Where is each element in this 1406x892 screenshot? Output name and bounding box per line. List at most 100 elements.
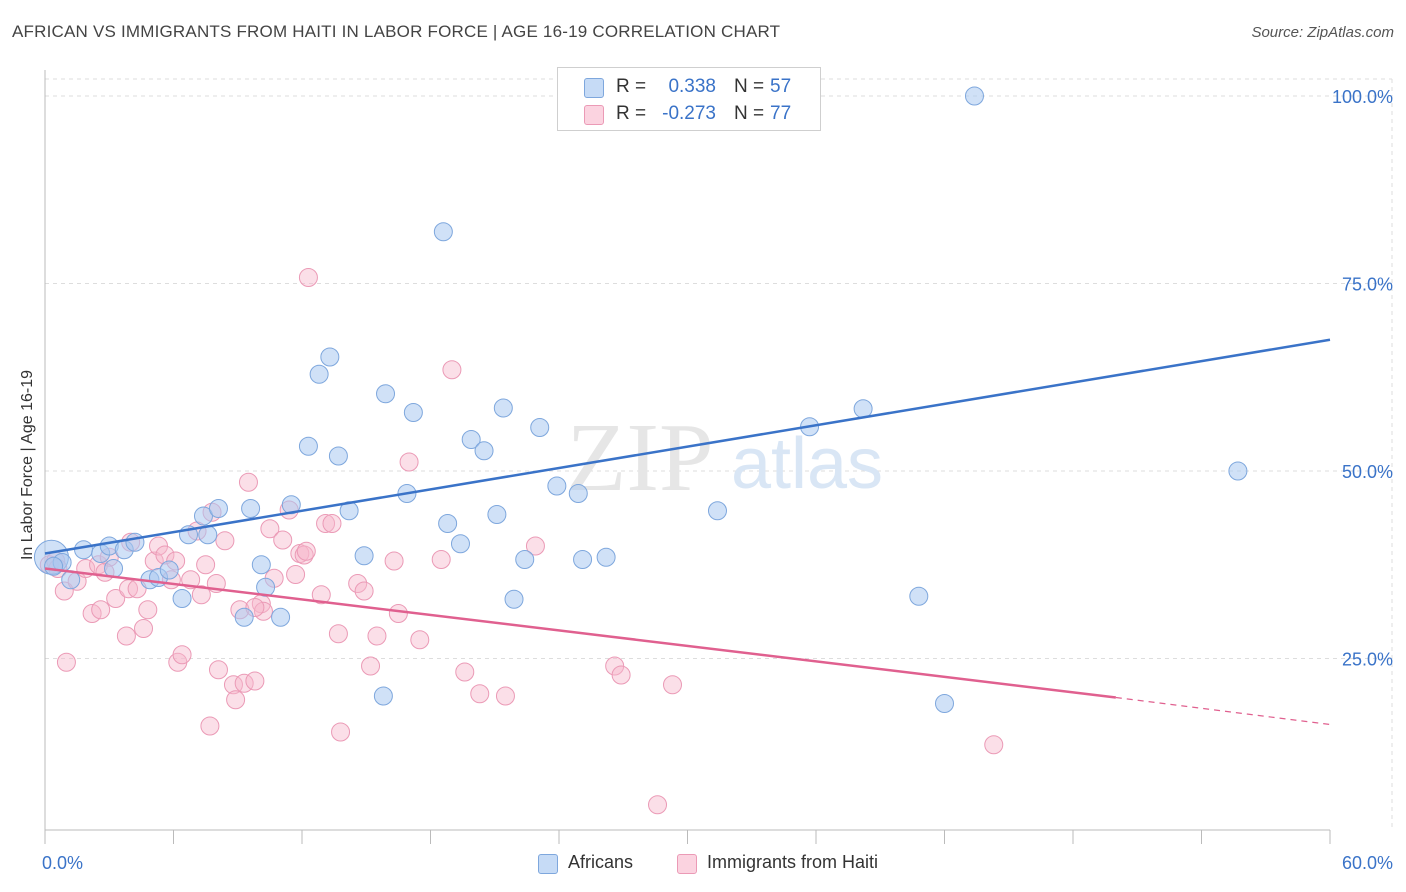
point-africans (159, 560, 179, 580)
point-africans (1228, 461, 1248, 481)
point-haiti (311, 585, 331, 605)
legend-swatch-haiti (584, 105, 604, 125)
point-africans (935, 694, 954, 713)
watermark-atlas: atlas (731, 424, 883, 504)
axes (44, 70, 1331, 844)
point-haiti (245, 671, 265, 691)
point-africans (438, 514, 458, 533)
point-haiti (298, 268, 318, 287)
legend-n-label: N = (734, 76, 765, 97)
point-africans (530, 418, 550, 437)
point-haiti (470, 684, 490, 704)
point-africans (328, 446, 348, 466)
point-africans (251, 555, 271, 575)
point-africans (596, 547, 616, 567)
tick-labels: 25.0% 50.0% 75.0% 100.0% 0.0% 60.0% (42, 87, 1393, 873)
point-haiti (91, 600, 111, 620)
point-haiti (296, 541, 316, 561)
point-haiti (226, 690, 246, 710)
point-haiti (455, 662, 475, 682)
point-africans (487, 505, 507, 524)
point-haiti (138, 600, 158, 620)
point-africans (320, 347, 340, 367)
point-haiti (273, 530, 293, 550)
trend-line-haiti (44, 567, 1116, 699)
y-tick-label: 75.0% (1342, 275, 1393, 295)
point-africans (461, 430, 481, 449)
point-haiti (331, 722, 351, 742)
point-haiti (191, 585, 211, 605)
legend-n-label: N = (734, 103, 765, 124)
point-haiti (495, 686, 515, 706)
point-haiti (410, 630, 430, 650)
x-tick-label-max: 60.0% (1342, 853, 1393, 873)
point-haiti (316, 514, 336, 533)
point-africans (474, 441, 494, 461)
legend-swatch-haiti (677, 854, 697, 874)
point-haiti (328, 624, 348, 644)
legend-n-value: 77 (770, 103, 792, 124)
point-africans (853, 399, 873, 419)
point-haiti (215, 531, 235, 551)
series-legend: Africans Immigrants from Haiti (0, 852, 1406, 876)
point-haiti (56, 652, 76, 672)
point-haiti (322, 514, 342, 533)
point-haiti (442, 360, 462, 380)
point-haiti (361, 656, 381, 676)
point-haiti (399, 452, 419, 472)
point-africans (547, 476, 567, 496)
point-africans (44, 556, 64, 576)
chart-source: Source: ZipAtlas.com (1251, 24, 1394, 41)
y-axis-label: In Labor Force | Age 16-19 (19, 369, 36, 561)
point-haiti (196, 555, 216, 575)
point-africans (504, 589, 524, 609)
legend-r-label: R = (616, 76, 647, 97)
point-africans (493, 398, 513, 418)
point-haiti (431, 550, 451, 569)
point-haiti (384, 551, 404, 571)
watermark: ZIP atlas (567, 404, 884, 512)
point-africans (568, 484, 588, 503)
legend-swatch-africans (584, 78, 604, 98)
point-haiti (388, 604, 408, 623)
point-haiti (611, 665, 631, 685)
point-haiti (106, 589, 126, 608)
point-africans (298, 436, 318, 456)
legend-n-value: 57 (770, 76, 792, 97)
x-tick-label-min: 0.0% (42, 853, 83, 873)
legend-label-haiti: Immigrants from Haiti (707, 852, 879, 872)
y-tick-label: 50.0% (1342, 462, 1393, 482)
legend-row-africans: R = 0.338 N = 57 (558, 73, 820, 101)
point-haiti (984, 735, 1004, 755)
point-haiti (648, 795, 668, 815)
y-tick-label: 25.0% (1342, 650, 1393, 670)
point-haiti (525, 536, 545, 556)
point-africans (193, 506, 213, 526)
point-africans (376, 384, 396, 404)
legend-r-value: 0.338 (668, 76, 716, 97)
point-africans (125, 532, 145, 552)
point-africans (515, 550, 535, 569)
trend-lines (44, 338, 1331, 726)
point-africans (172, 589, 192, 608)
series-africans-points (33, 86, 1248, 713)
legend-r-label: R = (616, 103, 647, 124)
point-haiti (200, 716, 220, 736)
point-africans (707, 501, 727, 521)
point-haiti (134, 619, 154, 638)
trend-line-haiti-extension (1115, 696, 1331, 726)
trend-line-africans (44, 338, 1331, 555)
point-africans (234, 607, 254, 627)
point-haiti (286, 565, 306, 584)
point-africans (433, 222, 453, 242)
point-haiti (348, 574, 368, 593)
point-haiti (367, 626, 387, 646)
watermark-zip: ZIP (567, 404, 714, 512)
point-africans (403, 403, 423, 422)
point-africans (450, 534, 470, 554)
point-africans (909, 586, 929, 606)
correlation-legend: R = 0.338 N = 57 R = -0.273 N = 77 (557, 67, 821, 131)
point-haiti (116, 626, 136, 646)
point-africans (964, 86, 984, 106)
